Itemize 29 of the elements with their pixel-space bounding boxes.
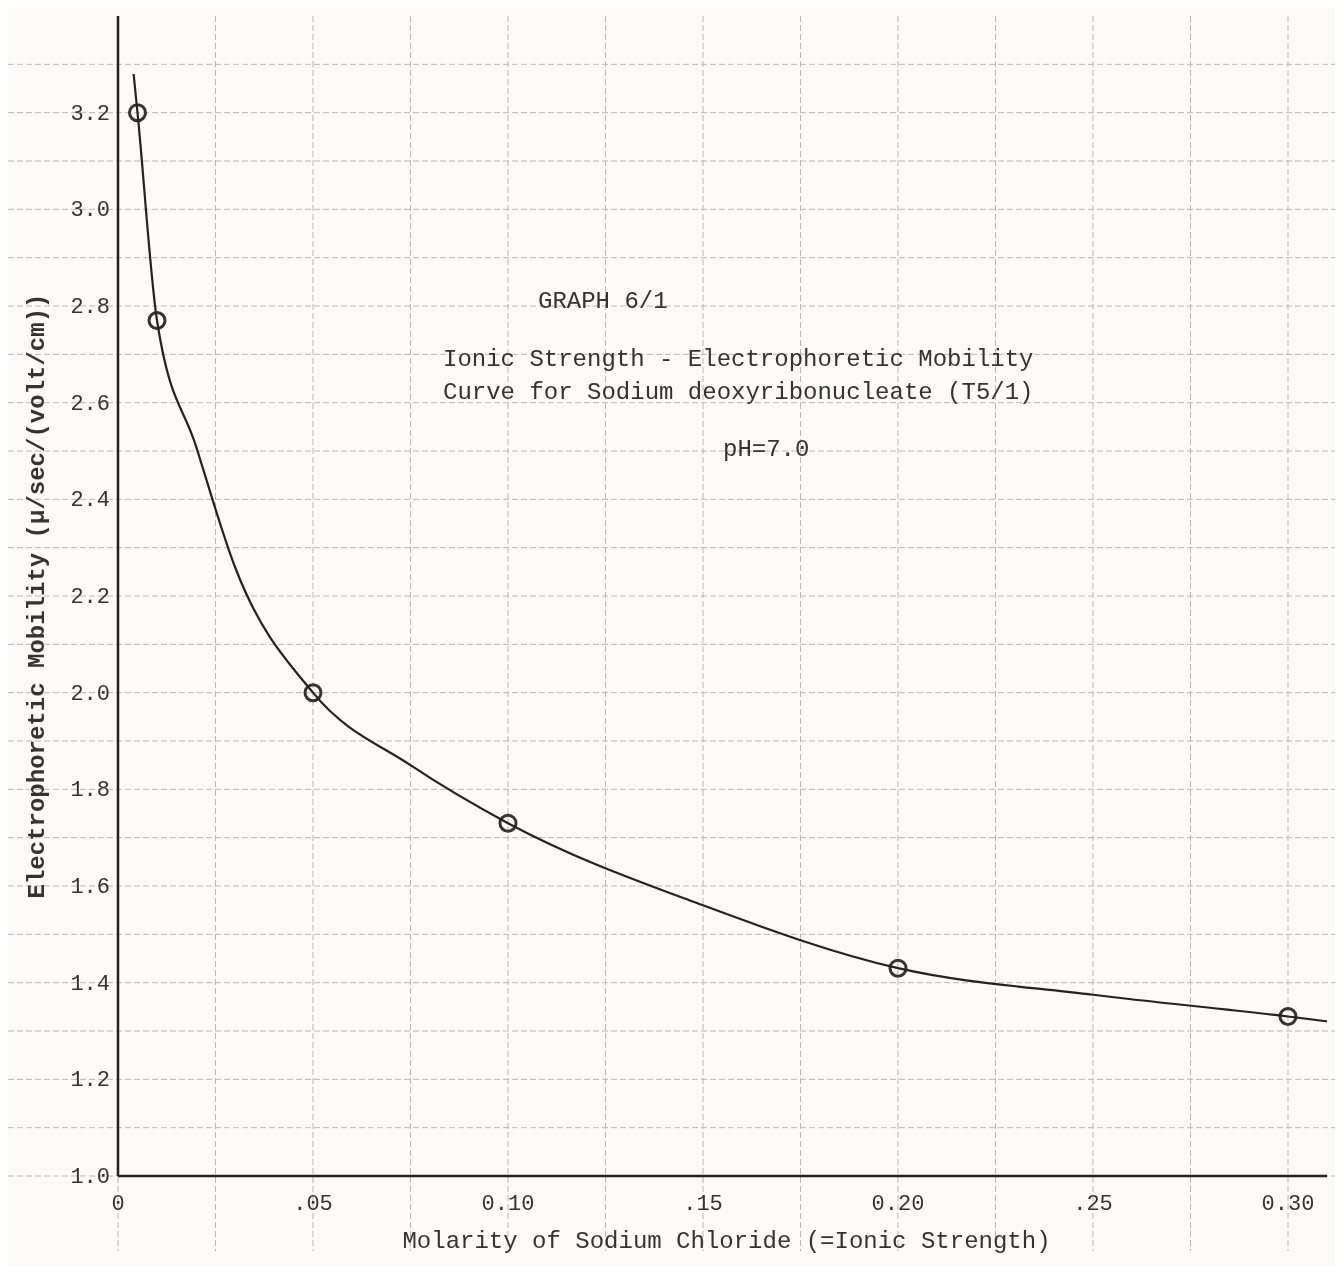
x-tick-label: .05: [293, 1192, 333, 1217]
point: [147, 311, 167, 330]
y-tick-label: 2.8: [70, 295, 110, 320]
x-tick-label: .25: [1073, 1192, 1113, 1217]
annotation: pH=7.0: [723, 436, 810, 463]
y-tick-label: 2.6: [70, 391, 110, 417]
y-tick-label: 1.8: [70, 778, 110, 804]
y-axis-title: Electrophoretic Mobility (μ/sec/(volt/cm)): [24, 293, 51, 899]
point: [128, 103, 147, 123]
y-tick-label: 1.4: [70, 971, 110, 997]
point: [888, 958, 908, 978]
point: [303, 683, 323, 703]
point: [498, 813, 518, 833]
text: Ionic Strength - Electrophoretic Mobility Curve for Sodium deoxyribonucleate (T5/1): [443, 346, 1034, 406]
y-tick-label: 2.2: [70, 585, 110, 610]
x-tick-label: 0.30: [1261, 1192, 1315, 1217]
x-tick-label: 0.20: [871, 1192, 925, 1217]
x-tick-label: 0: [111, 1192, 125, 1217]
y-tick-label: 1.0: [70, 1165, 110, 1190]
y-tick-label: 1.2: [70, 1068, 110, 1094]
x-tick-label: .15: [683, 1192, 723, 1217]
y-tick-label: 1.6: [70, 875, 110, 900]
x-tick-label: 0.10: [481, 1192, 535, 1217]
y-tick-label: 3.2: [70, 101, 110, 127]
y-tick-label: 2.0: [70, 681, 110, 707]
y-tick-label: 2.4: [70, 488, 110, 514]
x-axis-title: Molarity of Sodium Chloride (=Ionic Strength): [402, 1228, 1051, 1255]
y-tick-label: 3.0: [70, 198, 110, 224]
text: GRAPH 6/1: [538, 288, 668, 315]
